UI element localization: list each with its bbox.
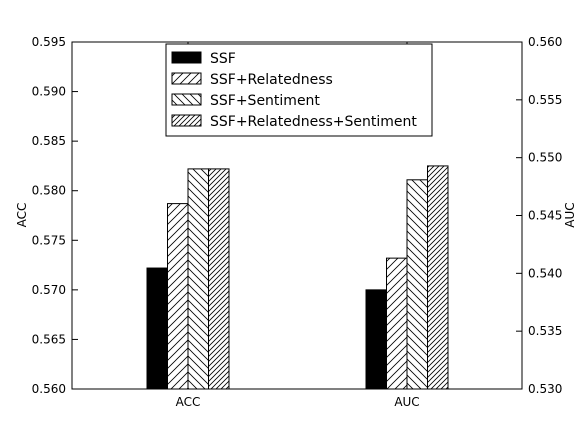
- left-y-axis: 0.560 0.565 0.570 0.575 0.580 0.585 0.590 0.595: [32, 35, 78, 396]
- left-tick-label: 0.580: [32, 184, 66, 198]
- legend-swatch: [171, 51, 202, 64]
- right-y-axis-title: AUC: [563, 202, 577, 227]
- x-tick-label: ACC: [176, 395, 201, 409]
- bar-acc-series-3: [208, 168, 230, 390]
- legend-swatch: [171, 93, 202, 106]
- bar-auc-series-3: [427, 165, 449, 390]
- right-tick-label: 0.535: [528, 324, 562, 338]
- left-tick-label: 0.590: [32, 85, 66, 99]
- legend-swatch: [171, 114, 202, 127]
- bars-group: [146, 165, 449, 390]
- right-tick-label: 0.560: [528, 35, 562, 49]
- bar-auc-series-0: [365, 289, 387, 390]
- bar-acc-series-2: [187, 168, 209, 390]
- left-tick-label: 0.570: [32, 283, 66, 297]
- left-tick-label: 0.595: [32, 35, 66, 49]
- left-tick-label: 0.575: [32, 233, 66, 247]
- legend-label: SSF: [210, 51, 236, 67]
- legend-frame: [165, 43, 433, 137]
- right-tick-label: 0.550: [528, 151, 562, 165]
- legend-label: SSF+Relatedness+Sentiment: [210, 114, 417, 130]
- legend-swatch: [171, 72, 202, 85]
- left-y-axis-title: ACC: [15, 203, 29, 228]
- right-tick-label: 0.540: [528, 266, 562, 280]
- left-tick-label: 0.585: [32, 134, 66, 148]
- legend-label: SSF+Relatedness: [210, 72, 333, 88]
- right-y-axis: 0.530 0.535 0.540 0.545 0.550 0.555 0.560: [516, 35, 562, 396]
- right-tick-label: 0.530: [528, 382, 562, 396]
- bar-acc-series-0: [146, 267, 168, 390]
- right-tick-label: 0.545: [528, 209, 562, 223]
- bar-auc-series-1: [386, 257, 408, 390]
- x-tick-label: AUC: [394, 395, 419, 409]
- bar-auc-series-2: [406, 179, 428, 390]
- legend-label: SSF+Sentiment: [210, 93, 320, 109]
- left-tick-label: 0.565: [32, 332, 66, 346]
- left-tick-label: 0.560: [32, 382, 66, 396]
- legend: SSF SSF+Relatedness SSF+Sentiment SSF+Relat…: [165, 43, 433, 137]
- bar-acc-series-1: [167, 203, 189, 390]
- right-tick-label: 0.555: [528, 93, 562, 107]
